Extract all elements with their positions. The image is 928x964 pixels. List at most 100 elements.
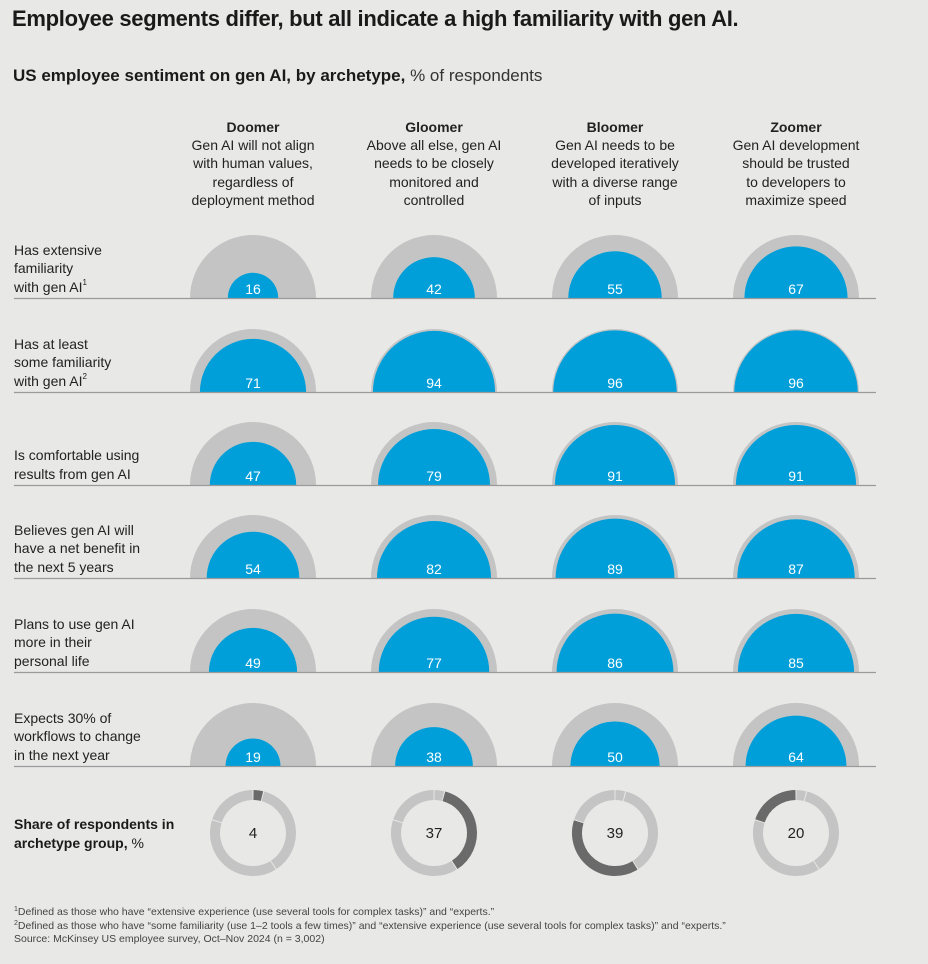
semicircle-value <box>737 613 855 672</box>
donut-segment-highlight <box>572 820 638 876</box>
row-label: Plans to use gen AI more in their personal… <box>14 615 174 671</box>
row-label-line: Has at least <box>14 335 88 352</box>
archetype-description-line: should be trusted <box>742 155 850 172</box>
footnote-marker: 1 <box>14 906 18 913</box>
archetype-name: Doomer <box>226 119 280 135</box>
semicircle-value <box>556 613 674 672</box>
column-header-gloomer: Gloomer Above all else, gen AI needs to be… <box>346 118 522 209</box>
chart-subtitle: US employee sentiment on gen AI, by arch… <box>13 66 542 86</box>
archetype-description-line: developed iteratively <box>551 155 679 172</box>
footnote-marker: 1 <box>82 277 87 287</box>
donut-segment-highlight <box>253 790 264 801</box>
value-label: 87 <box>788 561 804 577</box>
semicircle-value <box>745 715 847 766</box>
chart-title: Employee segments differ, but all indica… <box>12 6 739 31</box>
archetype-description-line: maximize speed <box>745 191 847 208</box>
footnote-marker: 2 <box>14 919 18 927</box>
value-label: 77 <box>426 655 442 671</box>
value-label: 85 <box>788 655 804 671</box>
row-label: Is comfortable using results from gen AI <box>14 446 174 483</box>
archetype-description-line: monitored and <box>389 173 479 190</box>
value-label: 50 <box>607 749 623 765</box>
semicircle-value <box>209 441 297 485</box>
archetype-description-line: needs to be closely <box>374 155 494 172</box>
row-label-line: Believes gen AI will <box>14 521 134 538</box>
donut-segment <box>393 790 434 823</box>
value-label: 64 <box>788 749 804 765</box>
value-label: 16 <box>245 281 261 297</box>
footnotes: 1Defined as those who have “extensive ex… <box>14 906 726 947</box>
footnote: 2Defined as those who have “some familia… <box>14 920 726 934</box>
value-label: 96 <box>788 375 804 391</box>
donut-segment <box>574 790 615 823</box>
donut-segment-highlight <box>442 791 477 870</box>
row-label-line: workflows to change <box>14 728 141 744</box>
value-label: 79 <box>426 468 442 484</box>
row-label-line: Has extensive <box>14 241 102 258</box>
column-header-zoomer: Zoomer Gen AI development should be truste… <box>708 118 884 209</box>
archetype-description-line: of inputs <box>588 191 642 208</box>
value-label: 38 <box>426 749 442 765</box>
row-label: Has at least some familiarity with gen AI2 <box>14 335 174 391</box>
archetype-name: Gloomer <box>405 119 463 135</box>
row-label: Believes gen AI will have a net benefit i… <box>14 521 174 577</box>
donut-value-label: 37 <box>426 825 443 842</box>
archetype-name: Bloomer <box>586 119 644 135</box>
archetype-description-line: Above all else, gen AI <box>366 137 502 154</box>
semicircle-value <box>378 616 490 672</box>
archetype-description-line: to developers to <box>746 173 846 190</box>
semicircle-value <box>208 627 298 672</box>
row-label-line: Expects 30% of <box>14 709 112 726</box>
share-label: Share of respondents in archetype group,… <box>14 815 184 852</box>
row-label-line: have a net benefit in <box>14 540 141 556</box>
row-label-line: familiarity <box>14 260 74 276</box>
share-label-unit: % <box>127 834 144 851</box>
value-label: 91 <box>607 468 623 484</box>
value-label: 55 <box>607 281 623 297</box>
value-label: 54 <box>245 561 261 577</box>
semicircle-value <box>735 424 857 485</box>
value-label: 67 <box>788 281 804 297</box>
archetype-name: Zoomer <box>770 119 822 135</box>
footnote: 1Defined as those who have “extensive ex… <box>14 906 726 920</box>
semicircle-background <box>190 703 316 766</box>
donut-segment <box>623 791 658 870</box>
donut-value-label: 4 <box>249 825 257 842</box>
row-label-line: in the next year <box>14 746 110 763</box>
footnote-text: Defined as those who have “extensive exp… <box>17 906 495 918</box>
semicircle-value <box>199 338 307 392</box>
semicircle-value <box>395 727 473 766</box>
donut-segment <box>391 820 457 876</box>
semicircle-value <box>227 272 279 298</box>
semicircle-value <box>378 429 490 485</box>
donut-segment <box>434 790 445 801</box>
semicircle-value <box>553 330 677 392</box>
value-label: 82 <box>426 561 442 577</box>
donut-segment <box>804 791 839 870</box>
value-label: 49 <box>245 655 261 671</box>
semicircle-value <box>225 738 281 766</box>
archetype-description-line: Gen AI needs to be <box>555 137 675 154</box>
semicircle-value <box>372 330 496 392</box>
column-header-bloomer: Bloomer Gen AI needs to be developed itera… <box>527 118 703 209</box>
donut-segment <box>212 790 253 823</box>
footnote-marker: 2 <box>82 371 87 381</box>
row-label-line: personal life <box>14 652 90 669</box>
semicircle-value <box>737 519 855 578</box>
value-label: 86 <box>607 655 623 671</box>
column-header-doomer: Doomer Gen AI will not align with human va… <box>165 118 341 209</box>
donut-segment-highlight <box>755 790 796 823</box>
value-label: 42 <box>426 281 442 297</box>
row-label-line: more in their <box>14 634 92 650</box>
row-label-line: with gen AI2 <box>14 371 87 389</box>
donut-segment <box>753 820 819 876</box>
row-label-line: Is comfortable using <box>14 447 140 463</box>
semicircle-value <box>554 424 676 485</box>
subtitle-bold: US employee sentiment on gen AI, by arch… <box>13 66 406 85</box>
row-label-line: the next 5 years <box>14 558 114 575</box>
row-label-line: some familiarity <box>14 354 112 370</box>
footnote-text: Source: McKinsey US employee survey, Oct… <box>14 933 325 945</box>
row-label-line: Plans to use gen AI <box>14 615 135 632</box>
footnote: Source: McKinsey US employee survey, Oct… <box>14 933 726 947</box>
